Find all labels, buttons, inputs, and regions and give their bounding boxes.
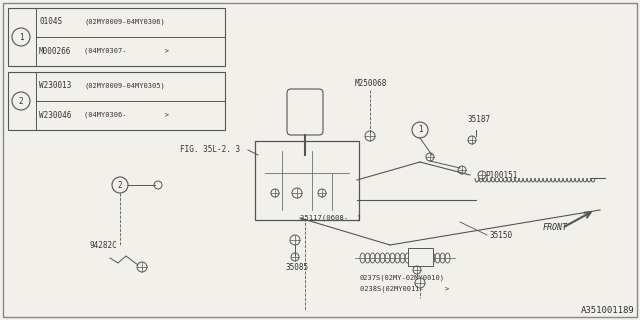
Text: 35117(0608-  ): 35117(0608- ) (300, 215, 361, 221)
Text: (04MY0307-         >: (04MY0307- > (84, 48, 169, 54)
Text: M250068: M250068 (355, 78, 387, 87)
FancyBboxPatch shape (287, 89, 323, 135)
Text: 1: 1 (418, 125, 422, 134)
Bar (8, 72, 225, 130)
FancyBboxPatch shape (255, 141, 359, 220)
Text: M000266: M000266 (39, 46, 72, 55)
Text: FIG. 35L-2. 3: FIG. 35L-2. 3 (180, 146, 240, 155)
Text: 2: 2 (118, 180, 122, 189)
Text: 2: 2 (19, 97, 23, 106)
Text: 35187: 35187 (467, 116, 490, 124)
Text: W230046: W230046 (39, 110, 72, 119)
Text: W230013: W230013 (39, 82, 72, 91)
Text: (04MY0306-         >: (04MY0306- > (84, 112, 169, 118)
Text: 94282C: 94282C (90, 241, 118, 250)
Text: (02MY0009-04MY0305): (02MY0009-04MY0305) (84, 83, 164, 89)
Text: P100151: P100151 (485, 171, 517, 180)
Text: A351001189: A351001189 (581, 306, 635, 315)
Text: 0104S: 0104S (39, 18, 62, 27)
Text: FRONT: FRONT (543, 223, 568, 233)
Text: 0237S(02MY-02MY0010): 0237S(02MY-02MY0010) (360, 275, 445, 281)
Text: 0238S(02MY0011-     >: 0238S(02MY0011- > (360, 286, 449, 292)
Text: 35085: 35085 (285, 263, 308, 273)
Bar (408, 248, 433, 266)
Bar (8, 8, 225, 66)
Text: 35150: 35150 (490, 230, 513, 239)
Text: 1: 1 (19, 33, 23, 42)
Text: (02MY0009-04MY0306): (02MY0009-04MY0306) (84, 19, 164, 25)
